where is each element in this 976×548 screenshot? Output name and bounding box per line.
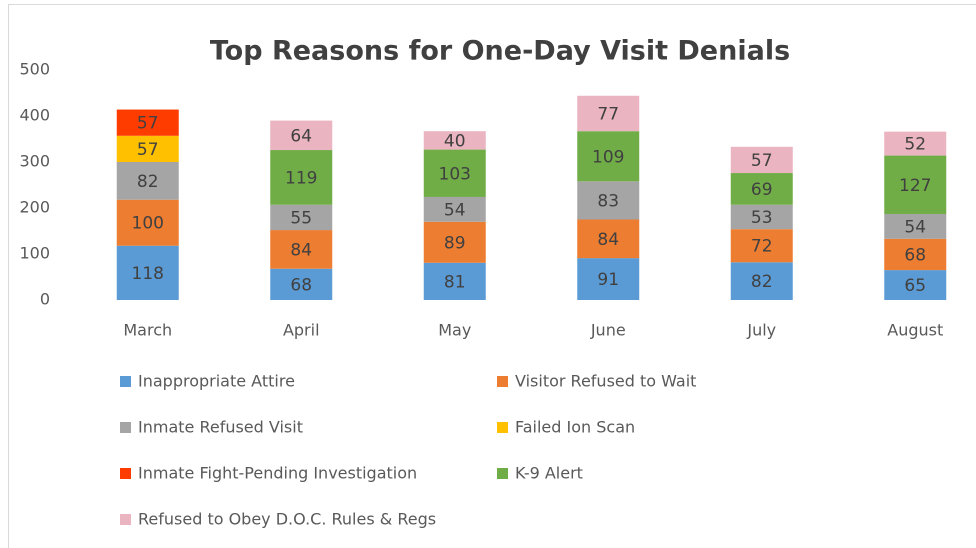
legend-label: Inmate Refused Visit	[138, 418, 303, 437]
legend-swatch	[120, 422, 131, 433]
data-label: 103	[439, 164, 471, 184]
y-tick-label: 100	[19, 244, 50, 263]
bar-segment	[270, 268, 333, 300]
legend-label: Inappropriate Attire	[138, 372, 295, 391]
legend-label: Failed Ion Scan	[515, 418, 635, 437]
legend-swatch	[497, 376, 508, 387]
x-tick-label: August	[887, 321, 943, 340]
legend-swatch	[120, 376, 131, 387]
data-label: 55	[290, 208, 312, 228]
bar-segment	[730, 262, 793, 300]
chart-title: Top Reasons for One-Day Visit Denials	[210, 36, 790, 67]
data-label: 40	[444, 131, 466, 151]
data-label: 68	[290, 275, 312, 295]
data-label: 82	[751, 272, 773, 292]
legend-label: Inmate Fight-Pending Investigation	[138, 464, 417, 483]
data-label: 69	[751, 180, 773, 200]
data-label: 57	[751, 151, 773, 171]
data-label: 57	[137, 114, 159, 134]
bar-segment	[730, 229, 793, 263]
chart-frame	[8, 4, 976, 548]
data-label: 83	[597, 191, 619, 211]
bar-segment	[730, 173, 793, 205]
bar-segment	[116, 245, 179, 300]
legend-swatch	[497, 422, 508, 433]
bar-segment	[730, 204, 793, 230]
data-label: 54	[904, 217, 926, 237]
data-label: 72	[751, 237, 773, 257]
bar-segment	[423, 196, 486, 222]
legend-label: Refused to Obey D.O.C. Rules & Regs	[138, 510, 436, 529]
bar-segment	[116, 162, 179, 200]
x-tick-label: May	[438, 321, 471, 340]
y-tick-label: 400	[19, 106, 50, 125]
data-label: 77	[597, 104, 619, 124]
bar-segment	[884, 270, 947, 300]
y-tick-label: 500	[19, 60, 50, 79]
bar-segment	[884, 213, 947, 239]
bar-segment	[423, 131, 486, 150]
y-tick-label: 200	[19, 198, 50, 217]
bar-segment	[116, 135, 179, 162]
data-label: 53	[751, 208, 773, 228]
bar-segment	[270, 230, 333, 269]
bar-segment	[423, 221, 486, 263]
data-label: 127	[899, 176, 931, 196]
bar-segment	[884, 131, 947, 156]
bar-segment	[423, 262, 486, 300]
x-tick-label: June	[590, 321, 626, 340]
bar-segment	[270, 120, 333, 151]
legend-label: K-9 Alert	[515, 464, 583, 483]
data-label: 64	[290, 126, 312, 146]
y-tick-label: 0	[40, 290, 50, 309]
bar-segment	[270, 204, 333, 231]
data-label: 118	[132, 264, 164, 284]
data-label: 109	[592, 147, 624, 167]
bar-segment	[116, 109, 179, 136]
legend-swatch	[120, 468, 131, 479]
data-label: 91	[597, 270, 619, 290]
bar-segment	[577, 258, 640, 300]
x-tick-label: July	[746, 321, 776, 340]
bar-segment	[577, 95, 640, 132]
data-label: 52	[904, 135, 926, 155]
legend-swatch	[120, 514, 131, 525]
data-label: 100	[132, 214, 164, 234]
data-label: 68	[904, 245, 926, 265]
bar-segment	[884, 238, 947, 271]
legend-swatch	[497, 468, 508, 479]
data-label: 54	[444, 200, 466, 220]
bar-segment	[884, 155, 947, 214]
x-tick-label: April	[283, 321, 320, 340]
bar-segment	[423, 149, 486, 197]
data-label: 57	[137, 140, 159, 160]
bar-segment	[577, 219, 640, 259]
x-tick-label: March	[123, 321, 172, 340]
bar-segment	[730, 146, 793, 174]
data-label: 84	[290, 240, 312, 260]
data-label: 84	[597, 230, 619, 250]
data-label: 89	[444, 233, 466, 253]
data-label: 65	[904, 276, 926, 296]
legend-label: Visitor Refused to Wait	[515, 372, 696, 391]
bar-segment	[577, 181, 640, 220]
y-tick-label: 300	[19, 152, 50, 171]
bar-segment	[116, 199, 179, 246]
data-label: 82	[137, 172, 159, 192]
bar-segment	[577, 131, 640, 182]
data-label: 81	[444, 272, 466, 292]
bar-segment	[270, 150, 333, 205]
data-label: 119	[285, 168, 317, 188]
